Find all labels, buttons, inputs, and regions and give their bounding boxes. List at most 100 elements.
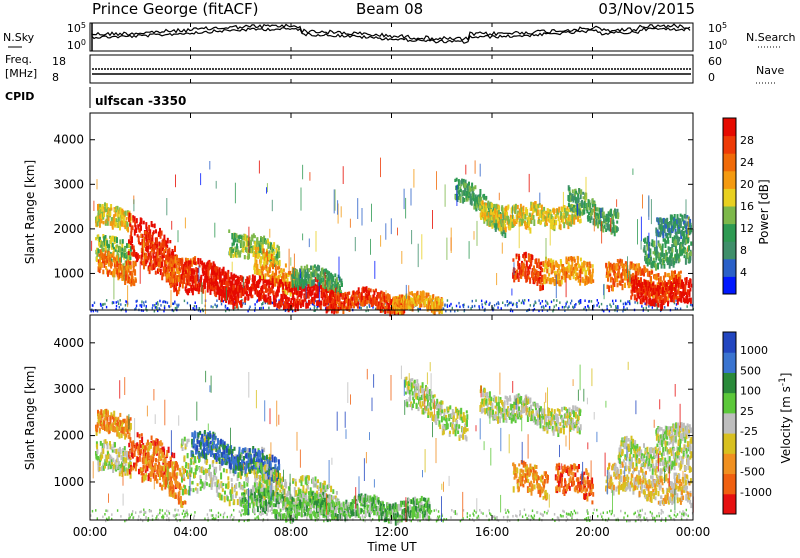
scatter-cell (648, 195, 649, 220)
scatter-cell (458, 302, 459, 305)
scatter-cell (141, 305, 142, 308)
scatter-cell (359, 306, 360, 309)
scatter-cell (194, 305, 195, 308)
scatter-cell (506, 300, 507, 303)
freq-tick-top: 18 (52, 55, 66, 68)
scatter-cell (126, 217, 128, 220)
scatter-cell (549, 306, 550, 309)
scatter-cell (576, 268, 578, 271)
scatter-cell (689, 288, 691, 292)
scatter-cell (545, 305, 546, 308)
scatter-cell (127, 285, 128, 307)
scatter-cell (188, 288, 190, 293)
scatter-cell (168, 305, 169, 308)
scatter-cell (556, 304, 557, 307)
scatter-cell (533, 215, 535, 220)
scatter-cell (444, 303, 445, 306)
scatter-cell (106, 306, 107, 309)
scatter-cell (141, 301, 142, 304)
scatter-cell (248, 227, 249, 253)
scatter-cell (119, 299, 120, 302)
scatter-cell (533, 305, 534, 308)
scatter-cell (560, 224, 562, 230)
scatter-cell (157, 303, 158, 306)
scatter-cell (558, 307, 559, 310)
scatter-cell (272, 302, 273, 305)
scatter-cell (313, 279, 315, 283)
scatter-cell (171, 221, 172, 230)
scatter-cell (404, 189, 405, 209)
scatter-cell (572, 189, 574, 193)
scatter-cell (96, 256, 98, 262)
scatter-cell (112, 243, 114, 248)
scatter-cell (120, 208, 122, 215)
scatter-cell (97, 179, 98, 189)
scatter-cell (512, 205, 513, 219)
scatter-cell (216, 181, 217, 189)
nsky-tick-top: 105 (67, 21, 86, 35)
scatter-cell (516, 305, 517, 308)
scatter-cell (575, 191, 577, 194)
scatter-cell (205, 265, 207, 270)
scatter-cell (155, 229, 157, 233)
scatter-cell (522, 206, 524, 211)
scatter-cell (428, 293, 430, 297)
scatter-cell (318, 265, 320, 271)
scatter-cell (251, 238, 253, 242)
scatter-cell (166, 198, 167, 215)
scatter-cell (116, 305, 117, 308)
scatter-cell (101, 264, 103, 268)
scatter-cell (573, 276, 575, 280)
scatter-cell (542, 285, 544, 290)
scatter-cell (266, 251, 268, 257)
scatter-cell (533, 219, 535, 226)
scatter-cell (538, 272, 540, 278)
scatter-cell (260, 256, 262, 263)
scatter-cell (217, 305, 218, 308)
scatter-cell (579, 211, 581, 215)
scatter-cell (665, 240, 667, 244)
scatter-cell (503, 220, 505, 225)
scatter-cell (541, 268, 543, 272)
scatter-cell (522, 272, 524, 276)
scatter-cell (537, 209, 539, 213)
scatter-cell (411, 230, 412, 244)
scatter-cell (577, 256, 579, 260)
scatter-cell (104, 202, 106, 206)
scatter-cell (449, 305, 450, 308)
scatter-cell (678, 237, 680, 242)
scatter-cell (553, 209, 555, 215)
scatter-cell (676, 249, 678, 255)
scatter-cell (421, 234, 422, 259)
scatter-cell (134, 270, 136, 275)
scatter-cell (626, 303, 627, 306)
scatter-cell (178, 230, 179, 242)
scatter-cell (294, 254, 295, 277)
scatter-cell (432, 294, 434, 298)
nsearch-tick-bottom: 100 (708, 38, 727, 52)
scatter-cell (259, 307, 260, 310)
scatter-cell (102, 270, 104, 275)
scatter-cell (553, 265, 555, 270)
scatter-cell (641, 282, 643, 285)
scatter-cell (358, 287, 360, 292)
scatter-cell (518, 256, 520, 261)
scatter-cell (564, 306, 565, 309)
scatter-cell (161, 275, 163, 280)
scatter-cell (508, 303, 509, 306)
scatter-cell (528, 270, 530, 274)
scatter-cell (263, 266, 265, 269)
freq-tick-bottom: 8 (52, 71, 59, 84)
scatter-cell (682, 226, 684, 230)
scatter-cell (196, 272, 197, 288)
scatter-cell (361, 307, 362, 310)
scatter-cell (690, 279, 692, 284)
beam-title: Beam 08 (356, 0, 423, 18)
scatter-cell (418, 244, 419, 267)
scatter-cell (619, 266, 621, 270)
scatter-cell (160, 269, 162, 275)
scatter-cell (94, 302, 95, 305)
scatter-cell (103, 303, 104, 306)
scatter-cell (98, 249, 100, 253)
scatter-cell (125, 211, 127, 216)
